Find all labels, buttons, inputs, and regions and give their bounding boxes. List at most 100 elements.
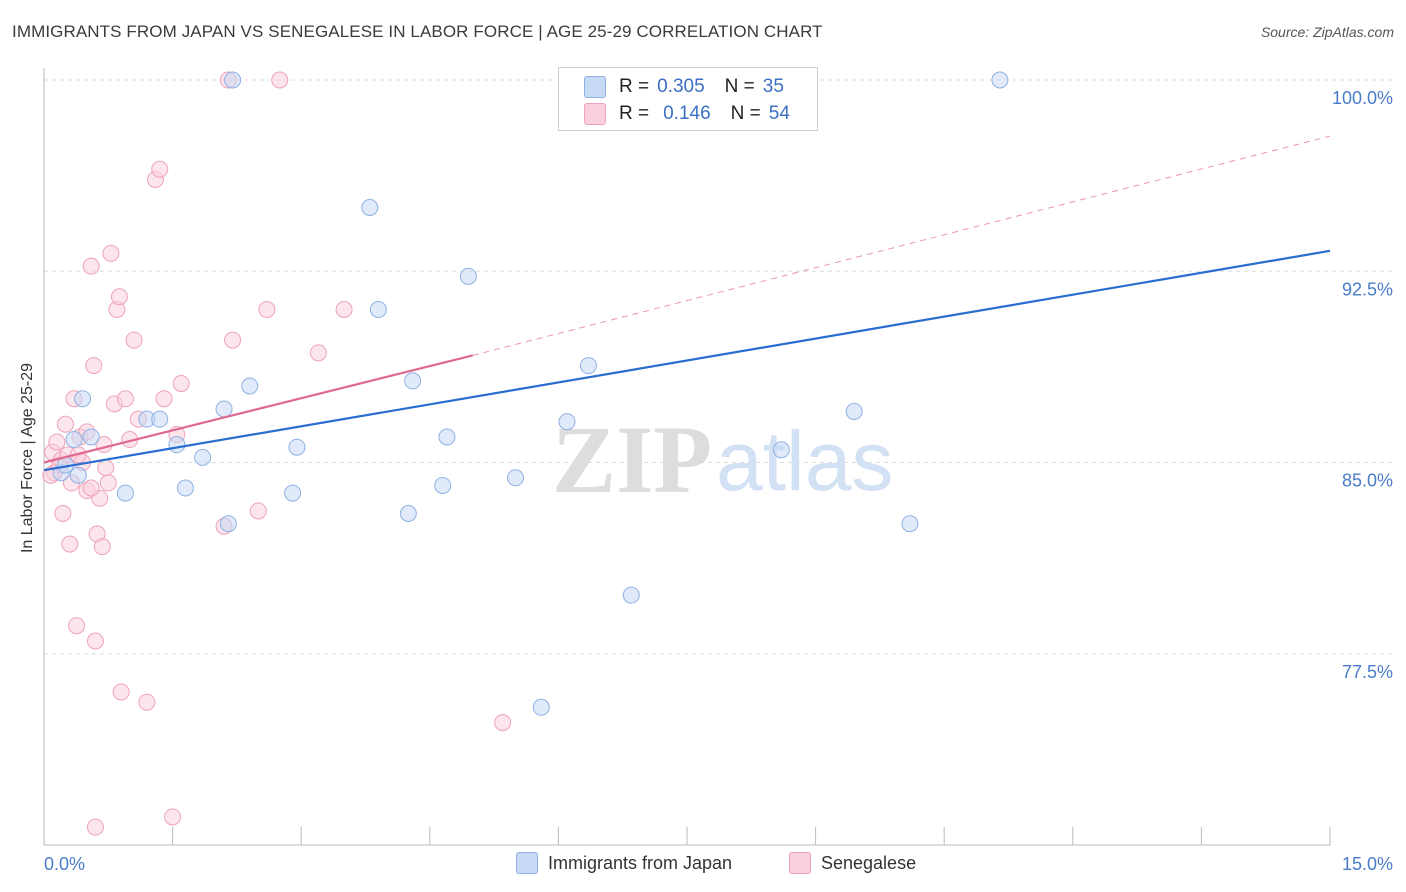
legend-row-senegal: R = 0.146 N = 54 (584, 101, 790, 127)
japan-point (404, 372, 422, 390)
x-tick-label-max: 15.0% (1342, 854, 1393, 874)
legend-item-swatch-senegal (789, 852, 811, 874)
x-tick-label-min: 0.0% (44, 854, 85, 874)
japan-point (459, 267, 477, 285)
senegal-point (102, 244, 120, 262)
japan-point (991, 71, 1009, 89)
japan-point (82, 428, 100, 446)
series-legend: Immigrants from Japan Senegalese (0, 852, 1406, 878)
japan-point (558, 413, 576, 431)
legend-item-senegal[interactable]: Senegalese (789, 852, 916, 874)
legend-swatch-japan (584, 76, 606, 98)
senegal-point (82, 257, 100, 275)
legend-item-swatch-japan (516, 852, 538, 874)
legend-senegal-r-value: 0.146 (663, 103, 711, 124)
stats-legend: R = 0.305 N = 35 R = 0.146 N = 54 (558, 67, 818, 131)
senegal-points (42, 71, 512, 836)
senegal-point (54, 505, 72, 522)
y-tick-labels: 77.5% 85.0% 92.5% 100.0% (1332, 88, 1393, 682)
japan-trend-line (43, 249, 1331, 472)
japan-point (532, 698, 550, 716)
senegal-point (249, 502, 267, 520)
senegal-point (86, 632, 104, 650)
senegal-point (125, 331, 143, 349)
legend-item-japan[interactable]: Immigrants from Japan (516, 852, 732, 874)
japan-point (438, 428, 456, 446)
senegal-point (335, 301, 353, 318)
legend-japan-r-value: 0.305 (657, 76, 705, 97)
senegal-point (494, 714, 512, 732)
japan-point (772, 441, 790, 459)
senegal-point (99, 474, 117, 492)
senegal-point (68, 617, 86, 635)
trend-lines (43, 135, 1331, 472)
axes (43, 68, 1331, 846)
senegal-point (151, 160, 169, 178)
y-tick-label: 85.0% (1342, 471, 1393, 491)
watermark: ZIP atlas (552, 406, 893, 513)
legend-row-japan: R = 0.305 N = 35 (584, 74, 784, 100)
japan-point (224, 71, 242, 89)
legend-japan-r-label: R = (619, 76, 650, 97)
japan-point (507, 469, 525, 487)
senegal-point (172, 374, 190, 392)
japan-point (151, 410, 169, 428)
japan-point (901, 515, 919, 533)
senegal-point (85, 357, 103, 375)
japan-point (622, 586, 640, 604)
legend-item-label-senegal: Senegalese (821, 852, 917, 873)
y-tick-label: 100.0% (1332, 88, 1393, 108)
gridlines (44, 79, 1395, 655)
japan-point (219, 515, 237, 533)
japan-point (116, 484, 134, 502)
japan-point (65, 431, 83, 449)
senegal-point (224, 331, 242, 349)
senegal-point (112, 683, 130, 701)
japan-point (288, 438, 306, 456)
legend-senegal-n-value: 54 (768, 103, 790, 124)
y-tick-label: 92.5% (1342, 279, 1393, 299)
senegal-point (86, 818, 104, 836)
legend-japan-n-value: 35 (762, 76, 784, 97)
japan-point (434, 476, 452, 494)
senegal-point (97, 459, 115, 477)
japan-points (52, 71, 1009, 716)
senegal-point (138, 693, 156, 711)
y-tick-label: 77.5% (1342, 662, 1393, 682)
senegal-point (110, 288, 128, 306)
japan-point (361, 199, 379, 216)
chart-title: IMMIGRANTS FROM JAPAN VS SENEGALESE IN L… (12, 22, 823, 41)
japan-point (176, 479, 194, 497)
japan-point (168, 436, 186, 454)
legend-senegal-r-label: R = (619, 103, 650, 124)
watermark-atlas: atlas (716, 414, 893, 508)
japan-point (579, 357, 597, 375)
senegal-point (93, 538, 111, 556)
watermark-zip: ZIP (552, 406, 712, 513)
japan-point (369, 301, 387, 318)
senegal-point (56, 415, 74, 433)
senegal-point (48, 433, 66, 451)
legend-senegal-n-label: N = (730, 103, 761, 124)
japan-point (194, 448, 212, 466)
legend-swatch-senegal (584, 103, 606, 125)
senegal-point (164, 808, 182, 826)
japan-point (74, 390, 92, 408)
japan-point (215, 400, 233, 418)
senegal-point (271, 71, 289, 89)
source-label: Source: ZipAtlas.com (1260, 24, 1394, 40)
senegal-trend-line (43, 354, 473, 464)
x-tick-labels: 0.0% 15.0% (44, 854, 1393, 874)
japan-point (284, 484, 302, 502)
senegal-point (155, 390, 173, 408)
senegal-trend-line-extension (472, 135, 1331, 356)
legend-japan-n-label: N = (724, 76, 755, 97)
japan-point (241, 377, 259, 395)
japan-point (399, 505, 417, 522)
japan-point (69, 466, 87, 484)
japan-point (845, 403, 863, 420)
senegal-point (61, 535, 79, 553)
senegal-point (82, 479, 100, 497)
legend-item-label-japan: Immigrants from Japan (548, 852, 733, 873)
